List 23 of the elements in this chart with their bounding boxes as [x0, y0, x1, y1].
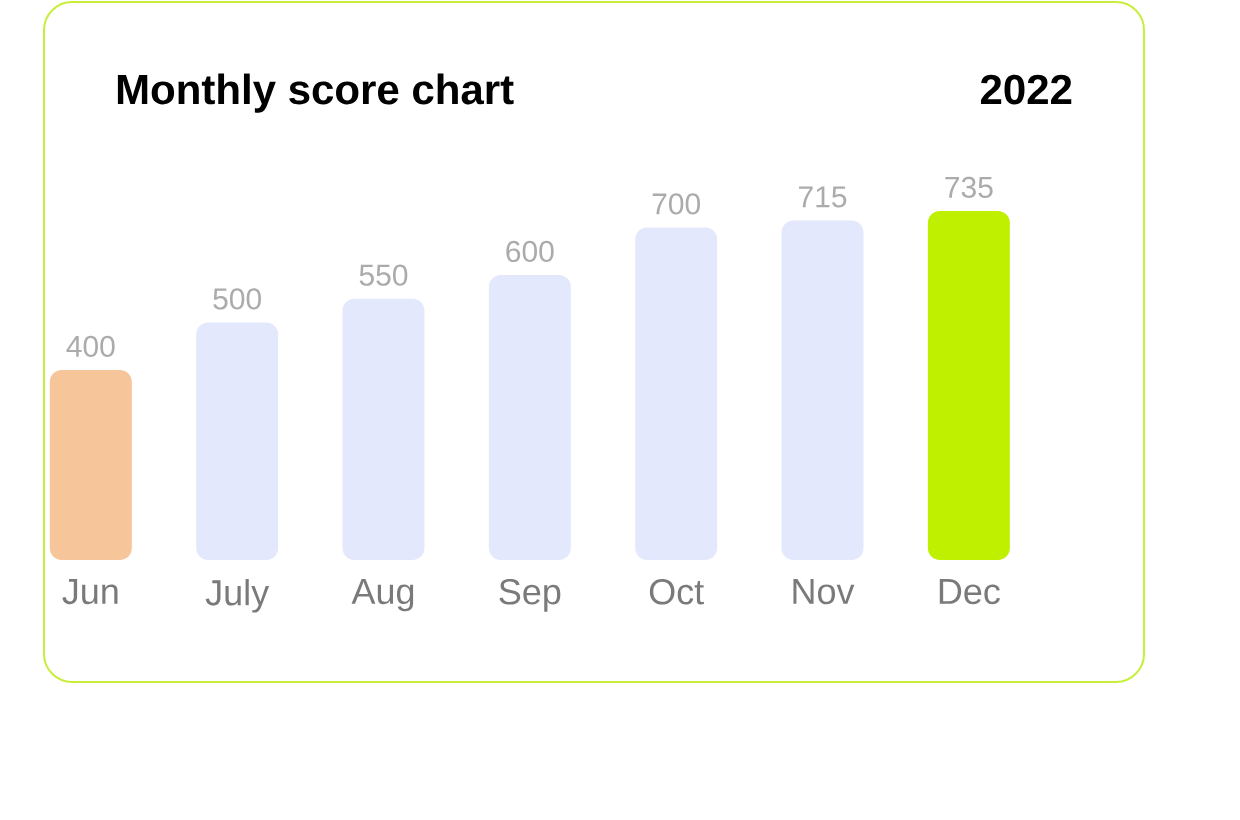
- bar: [927, 211, 1010, 560]
- data-label: 700: [652, 193, 700, 215]
- bar: [342, 298, 425, 560]
- x-tick-label: Nov: [793, 579, 855, 605]
- bar: [781, 220, 864, 560]
- bar: [49, 370, 132, 560]
- data-label: 550: [359, 264, 408, 286]
- x-tick-label: Oct: [649, 579, 704, 605]
- x-tick-label: Sep: [499, 579, 561, 612]
- x-tick-label: July: [205, 579, 270, 613]
- x-tick-label: Jun: [62, 579, 118, 605]
- chart-subtitle: 2022: [980, 74, 1072, 105]
- bar: [488, 275, 571, 560]
- data-label: 500: [213, 288, 261, 310]
- data-label: 715: [799, 186, 847, 208]
- bar: [635, 227, 718, 560]
- data-label: 600: [506, 240, 554, 263]
- bar: [196, 322, 279, 560]
- x-tick-label: Aug: [351, 579, 414, 612]
- chart-title: Monthly score chart: [117, 73, 514, 113]
- data-label: 400: [66, 335, 115, 357]
- data-label: 735: [945, 176, 993, 198]
- x-tick-label: Dec: [939, 579, 1000, 605]
